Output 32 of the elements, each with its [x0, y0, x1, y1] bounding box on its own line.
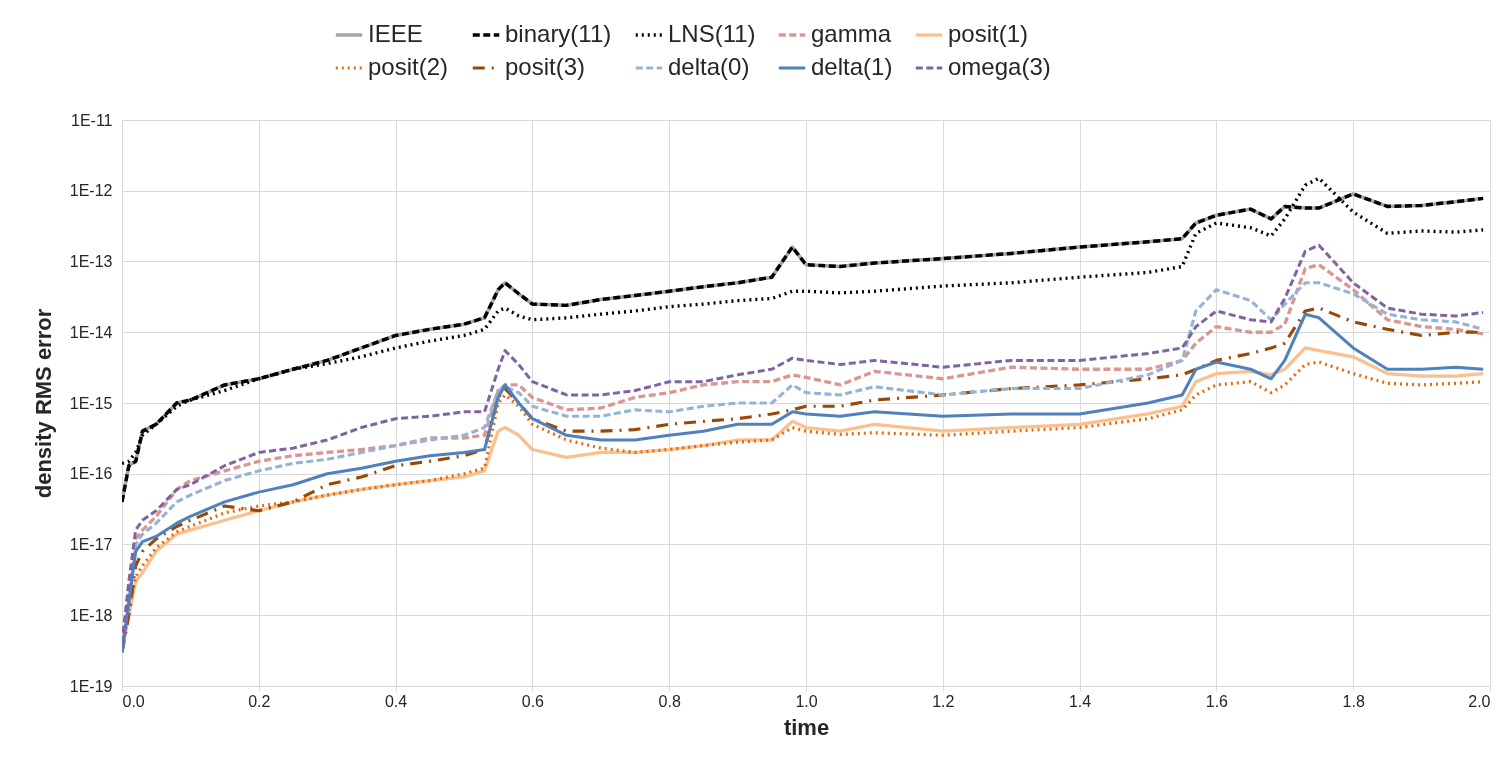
legend-label: posit(3) — [505, 53, 586, 80]
legend-label: omega(3) — [948, 53, 1051, 80]
y-tick-label: 1E-17 — [69, 536, 113, 553]
x-tick-label: 2.0 — [1468, 692, 1491, 710]
y-tick-label: 1E-14 — [69, 323, 113, 341]
y-tick-label: 1E-18 — [69, 606, 113, 624]
legend-label: delta(1) — [811, 53, 893, 80]
x-axis-title: time — [783, 714, 830, 740]
x-tick-label: 0.4 — [384, 692, 408, 710]
x-tick-label: 0.8 — [658, 692, 681, 710]
x-tick-label: 1.6 — [1205, 692, 1229, 710]
y-axis-title: density RMS error — [30, 308, 56, 499]
x-tick-label: 1.8 — [1342, 692, 1365, 710]
y-tick-label: 1E-19 — [69, 677, 113, 695]
y-tick-label: 1E-12 — [69, 182, 113, 200]
legend-label: binary(11) — [505, 20, 612, 47]
legend-label: LNS(11) — [668, 20, 756, 47]
x-tick-label: 1.4 — [1068, 692, 1092, 710]
x-tick-label: 0.2 — [248, 692, 271, 710]
x-tick-label: 1.2 — [932, 692, 955, 710]
y-tick-label: 1E-16 — [69, 465, 113, 483]
y-tick-label: 1E-13 — [69, 253, 113, 270]
x-tick-label: 0.6 — [521, 692, 545, 710]
y-tick-label: 1E-15 — [69, 394, 113, 412]
x-tick-label: 1.0 — [795, 692, 818, 710]
y-tick-label: 1E-11 — [70, 111, 113, 129]
legend-label: posit(2) — [368, 53, 449, 80]
legend-label: gamma — [811, 20, 892, 47]
x-tick-label: 0.0 — [122, 692, 145, 710]
legend-label: delta(0) — [668, 53, 750, 80]
legend-label: posit(1) — [948, 20, 1029, 47]
legend-label: IEEE — [368, 20, 423, 47]
